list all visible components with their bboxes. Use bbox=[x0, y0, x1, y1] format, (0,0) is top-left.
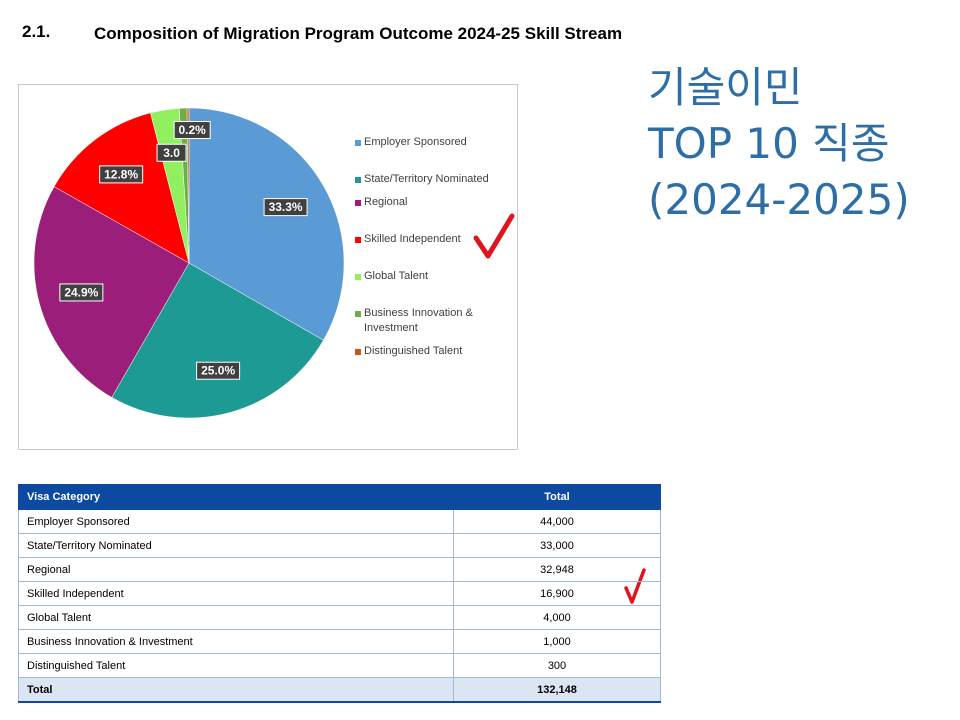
legend-swatch bbox=[355, 200, 361, 206]
pie-chart: 33.3% 25.0% 24.9% 12.8% 3.0 0.2% bbox=[33, 107, 345, 419]
legend-item: Regional bbox=[355, 195, 515, 210]
legend-label: State/Territory Nominated bbox=[364, 173, 489, 185]
legend-swatch bbox=[355, 140, 361, 146]
legend-swatch bbox=[355, 274, 361, 280]
data-label: 25.0% bbox=[201, 364, 235, 378]
pie-slice-regional bbox=[33, 186, 190, 398]
total-cell: 44,000 bbox=[453, 509, 661, 534]
data-label-box bbox=[156, 143, 187, 162]
legend-label: Employer Sponsored bbox=[364, 136, 467, 148]
visa-category-table: Visa Category Total Employer Sponsored 44… bbox=[18, 484, 661, 703]
section-title: Composition of Migration Program Outcome… bbox=[94, 24, 623, 43]
table-header-row: Visa Category Total bbox=[18, 484, 661, 510]
header-visa-category: Visa Category bbox=[18, 484, 454, 510]
visa-category-cell: Distinguished Talent bbox=[18, 653, 454, 678]
legend-swatch bbox=[355, 237, 361, 243]
total-label-cell: Total bbox=[18, 677, 454, 703]
legend-item: Employer Sponsored bbox=[355, 135, 515, 150]
annotation-line-3: (2024-2025) bbox=[648, 175, 910, 224]
total-cell: 300 bbox=[453, 653, 661, 678]
legend-swatch bbox=[355, 349, 361, 355]
legend-swatch bbox=[355, 177, 361, 183]
annotation-line-2: TOP 10 직종 bbox=[648, 119, 890, 168]
table-row: Regional 32,948 bbox=[18, 557, 661, 582]
data-label-box bbox=[173, 121, 211, 140]
legend-label: Regional bbox=[364, 196, 408, 208]
total-cell: 33,000 bbox=[453, 533, 661, 558]
table-row: Distinguished Talent 300 bbox=[18, 653, 661, 678]
legend-label: Distinguished Talent bbox=[364, 345, 463, 357]
visa-category-cell: Skilled Independent bbox=[18, 581, 454, 606]
data-label: 33.3% bbox=[269, 200, 303, 214]
visa-category-cell: Employer Sponsored bbox=[18, 509, 454, 534]
pie-slice-skilled-independent bbox=[53, 112, 190, 264]
table-total-row: Total 132,148 bbox=[18, 677, 661, 703]
data-label: 12.8% bbox=[104, 167, 138, 181]
table-row: Business Innovation & Investment 1,000 bbox=[18, 629, 661, 654]
chart-legend: Employer Sponsored State/Territory Nomina… bbox=[355, 135, 515, 381]
visa-category-cell: State/Territory Nominated bbox=[18, 533, 454, 558]
pie-slice-employer-sponsored bbox=[188, 107, 345, 341]
table-row: State/Territory Nominated 33,000 bbox=[18, 533, 661, 558]
data-label-box bbox=[196, 361, 241, 380]
legend-label: Skilled Independent bbox=[364, 233, 461, 245]
table-row: Employer Sponsored 44,000 bbox=[18, 509, 661, 534]
data-label-box bbox=[59, 283, 104, 302]
total-cell: 16,900 bbox=[453, 581, 661, 606]
legend-item: Skilled Independent bbox=[355, 232, 515, 247]
data-label: 0.2% bbox=[178, 123, 206, 137]
table-row: Global Talent 4,000 bbox=[18, 605, 661, 630]
pie-slice-state-territory-nominated bbox=[111, 262, 324, 419]
visa-category-cell: Business Innovation & Investment bbox=[18, 629, 454, 654]
section-number: 2.1. bbox=[22, 22, 51, 41]
legend-label: Global Talent bbox=[364, 270, 429, 282]
data-label-box bbox=[99, 165, 144, 184]
total-cell: 4,000 bbox=[453, 605, 661, 630]
legend-item: Global Talent bbox=[355, 269, 515, 284]
visa-category-cell: Regional bbox=[18, 557, 454, 582]
korean-annotation: 기술이민 TOP 10 직종 (2024-2025) bbox=[648, 60, 948, 228]
pie-slice-distinguished-talent bbox=[186, 107, 190, 264]
data-label: 3.0 bbox=[163, 146, 180, 160]
grand-total-cell: 132,148 bbox=[453, 677, 661, 703]
legend-item: Distinguished Talent bbox=[355, 344, 515, 359]
data-label: 24.9% bbox=[64, 285, 98, 299]
total-cell: 32,948 bbox=[453, 557, 661, 582]
header-total: Total bbox=[453, 484, 661, 510]
legend-label: Business Innovation & Investment bbox=[364, 307, 473, 334]
visa-category-cell: Global Talent bbox=[18, 605, 454, 630]
total-cell: 1,000 bbox=[453, 629, 661, 654]
legend-swatch bbox=[355, 311, 361, 317]
legend-item: Business Innovation & Investment bbox=[355, 306, 515, 336]
legend-item: State/Territory Nominated bbox=[355, 172, 515, 187]
data-label-box bbox=[263, 198, 308, 217]
annotation-line-1: 기술이민 bbox=[648, 63, 803, 112]
pie-chart-container: 33.3% 25.0% 24.9% 12.8% 3.0 0.2% Employer Spo… bbox=[18, 84, 518, 450]
table-row: Skilled Independent 16,900 bbox=[18, 581, 661, 606]
